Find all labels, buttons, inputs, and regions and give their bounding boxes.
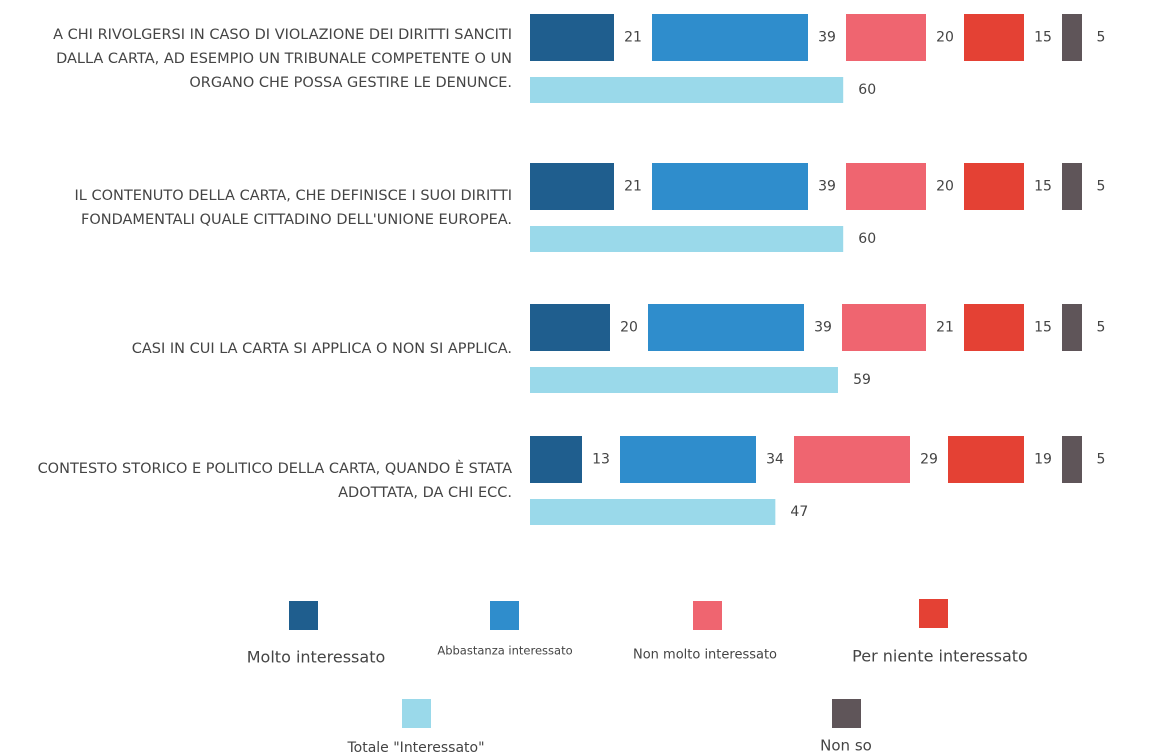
bar-segment	[1062, 304, 1082, 351]
legend-label: Non molto interessato	[633, 648, 777, 663]
data-label: 15	[1034, 30, 1052, 46]
data-label: 59	[853, 372, 871, 388]
data-label: 21	[936, 320, 954, 336]
legend-swatch	[693, 601, 722, 630]
bar-segment	[530, 14, 614, 61]
data-label: 39	[818, 30, 836, 46]
bar-segment	[846, 14, 926, 61]
total-bar	[530, 226, 844, 252]
data-label: 19	[1034, 452, 1052, 468]
category-text: IL CONTENUTO DELLA CARTA, CHE DEFINISCE …	[74, 187, 512, 228]
category-text: CASI IN CUI LA CARTA SI APPLICA O NON SI…	[131, 340, 512, 357]
bar-segment	[530, 436, 582, 483]
legend-swatch	[289, 601, 318, 630]
data-label: 21	[624, 30, 642, 46]
data-label: 15	[1034, 179, 1052, 195]
bar-segment	[648, 304, 804, 351]
legend-label: Totale "Interessato"	[346, 740, 484, 756]
category-label: A CHI RIVOLGERSI IN CASO DI VIOLAZIONE D…	[10, 14, 512, 103]
total-bar	[530, 77, 844, 103]
data-label: 5	[1097, 320, 1106, 336]
total-bar	[530, 499, 776, 525]
legend-label: Abbastanza interessato	[437, 644, 572, 658]
legend-swatch	[832, 699, 861, 728]
data-label: 13	[592, 452, 610, 468]
bar-segment	[1062, 163, 1082, 210]
bar-segment	[530, 304, 610, 351]
bar-segment	[846, 163, 926, 210]
legend-label: Molto interessato	[247, 648, 386, 667]
data-label: 5	[1097, 179, 1106, 195]
total-bar	[530, 367, 838, 393]
bar-segment	[652, 14, 808, 61]
legend-swatch	[490, 601, 519, 630]
bar-segment	[794, 436, 910, 483]
bar-segment	[964, 14, 1024, 61]
data-label: 20	[620, 320, 638, 336]
bar-segment	[1062, 436, 1082, 483]
data-label: 39	[818, 179, 836, 195]
category-text: CONTESTO STORICO E POLITICO DELLA CARTA,…	[37, 460, 512, 501]
data-label: 20	[936, 179, 954, 195]
legend-swatch	[402, 699, 431, 728]
category-label: CASI IN CUI LA CARTA SI APPLICA O NON SI…	[10, 304, 512, 393]
legend-label: Per niente interessato	[852, 647, 1028, 666]
bar-segment	[620, 436, 756, 483]
data-label: 5	[1097, 452, 1106, 468]
data-label: 21	[624, 179, 642, 195]
data-label: 20	[936, 30, 954, 46]
bar-segment	[652, 163, 808, 210]
bar-segment	[964, 304, 1024, 351]
category-text: A CHI RIVOLGERSI IN CASO DI VIOLAZIONE D…	[53, 26, 512, 91]
data-label: 39	[814, 320, 832, 336]
data-label: 15	[1034, 320, 1052, 336]
bar-segment	[842, 304, 926, 351]
data-label: 29	[920, 452, 938, 468]
category-label: CONTESTO STORICO E POLITICO DELLA CARTA,…	[10, 436, 512, 525]
data-label: 5	[1097, 30, 1106, 46]
bar-segment	[964, 163, 1024, 210]
legend-swatch	[919, 599, 948, 628]
bar-segment	[1062, 14, 1082, 61]
legend-label: Non so	[820, 737, 872, 755]
data-label: 60	[858, 231, 876, 247]
data-label: 47	[790, 504, 808, 520]
bar-segment	[530, 163, 614, 210]
data-label: 60	[858, 82, 876, 98]
data-label: 34	[766, 452, 784, 468]
bar-segment	[948, 436, 1024, 483]
category-label: IL CONTENUTO DELLA CARTA, CHE DEFINISCE …	[10, 163, 512, 252]
